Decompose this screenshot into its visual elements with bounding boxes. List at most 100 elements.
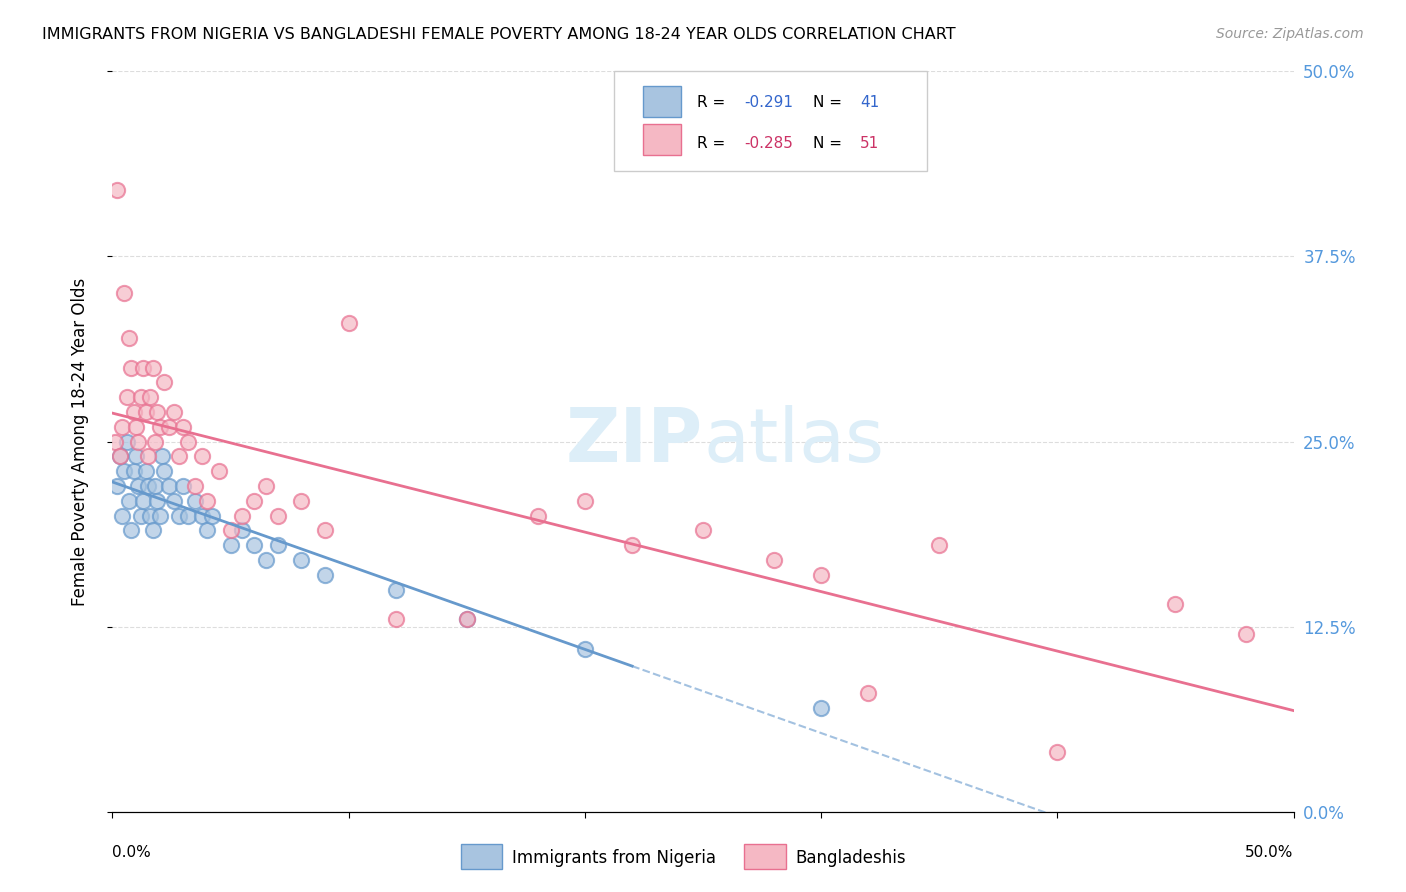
Text: Source: ZipAtlas.com: Source: ZipAtlas.com (1216, 27, 1364, 41)
Point (385, 612, 408, 626)
Point (219, 524, 242, 538)
Point (105, 183, 128, 197)
Point (456, 612, 478, 626)
Text: -0.291: -0.291 (744, 95, 793, 110)
Point (219, 538, 242, 552)
Point (146, 493, 169, 508)
Text: -0.285: -0.285 (744, 136, 793, 151)
Text: R =: R = (697, 136, 730, 151)
Point (254, 553, 277, 567)
Text: 50.0%: 50.0% (1246, 845, 1294, 860)
Y-axis label: Female Poverty Among 18-24 Year Olds: Female Poverty Among 18-24 Year Olds (70, 277, 89, 606)
Point (143, 434, 166, 449)
Point (810, 567, 832, 582)
Text: ZIP: ZIP (565, 405, 703, 478)
Point (120, 360, 142, 375)
Point (115, 390, 138, 404)
Point (858, 686, 880, 700)
Point (692, 524, 714, 538)
Point (139, 508, 162, 523)
Point (177, 508, 200, 523)
Point (810, 701, 832, 715)
Point (122, 405, 145, 419)
Point (574, 493, 596, 508)
Text: Bangladeshis: Bangladeshis (796, 848, 905, 867)
Point (150, 450, 173, 464)
Point (118, 493, 141, 508)
Point (243, 538, 266, 552)
Point (385, 582, 408, 597)
Point (149, 508, 172, 523)
Point (1234, 627, 1257, 641)
Point (125, 450, 148, 464)
Point (143, 479, 166, 493)
Point (195, 524, 218, 538)
Point (231, 524, 253, 538)
Point (112, 464, 135, 478)
Point (127, 434, 149, 449)
Point (191, 508, 214, 523)
Point (184, 479, 207, 493)
Point (267, 538, 290, 552)
Point (153, 464, 176, 478)
Point (122, 464, 145, 478)
Point (149, 419, 172, 434)
Text: N =: N = (813, 136, 846, 151)
Point (132, 360, 155, 375)
Point (139, 390, 162, 404)
Point (184, 493, 207, 508)
Point (254, 479, 277, 493)
Point (1164, 598, 1187, 612)
Point (127, 479, 149, 493)
Point (111, 508, 134, 523)
Point (314, 524, 336, 538)
Point (129, 390, 152, 404)
Point (195, 493, 218, 508)
Point (314, 567, 336, 582)
FancyBboxPatch shape (744, 844, 786, 870)
Point (146, 405, 169, 419)
Point (290, 553, 312, 567)
Point (118, 331, 141, 345)
Point (157, 479, 180, 493)
Text: 51: 51 (860, 136, 879, 151)
Text: N =: N = (813, 95, 846, 110)
Point (1046, 746, 1069, 760)
Point (177, 434, 200, 449)
Point (142, 360, 165, 375)
Point (111, 419, 134, 434)
Point (231, 508, 253, 523)
Point (104, 434, 127, 449)
FancyBboxPatch shape (643, 87, 681, 117)
Point (108, 450, 131, 464)
Point (621, 538, 644, 552)
Point (208, 464, 231, 478)
Point (172, 419, 194, 434)
Text: R =: R = (697, 95, 730, 110)
Text: 41: 41 (860, 95, 879, 110)
Text: Immigrants from Nigeria: Immigrants from Nigeria (512, 848, 716, 867)
Point (290, 493, 312, 508)
Point (928, 538, 950, 552)
FancyBboxPatch shape (614, 71, 928, 171)
Point (120, 524, 142, 538)
Point (142, 524, 165, 538)
Point (135, 405, 157, 419)
Point (135, 464, 157, 478)
Point (163, 405, 186, 419)
Point (108, 450, 131, 464)
Point (125, 419, 148, 434)
Point (167, 508, 190, 523)
Point (136, 479, 159, 493)
FancyBboxPatch shape (461, 844, 502, 870)
Text: IMMIGRANTS FROM NIGERIA VS BANGLADESHI FEMALE POVERTY AMONG 18-24 YEAR OLDS CORR: IMMIGRANTS FROM NIGERIA VS BANGLADESHI F… (42, 27, 956, 42)
Point (163, 493, 186, 508)
Point (526, 508, 548, 523)
Point (132, 493, 155, 508)
Point (191, 450, 214, 464)
Point (129, 508, 152, 523)
Point (153, 376, 176, 390)
FancyBboxPatch shape (643, 124, 681, 155)
Point (105, 479, 128, 493)
Point (201, 508, 224, 523)
